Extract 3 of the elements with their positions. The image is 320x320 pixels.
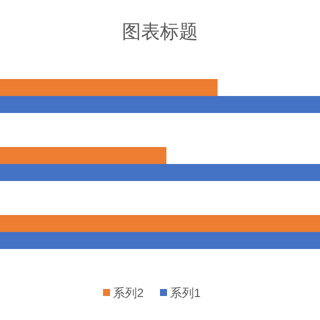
legend-label: 系列2	[113, 286, 144, 300]
legend-label: 系列1	[170, 286, 201, 300]
chart-title: 图表标题	[122, 22, 198, 43]
